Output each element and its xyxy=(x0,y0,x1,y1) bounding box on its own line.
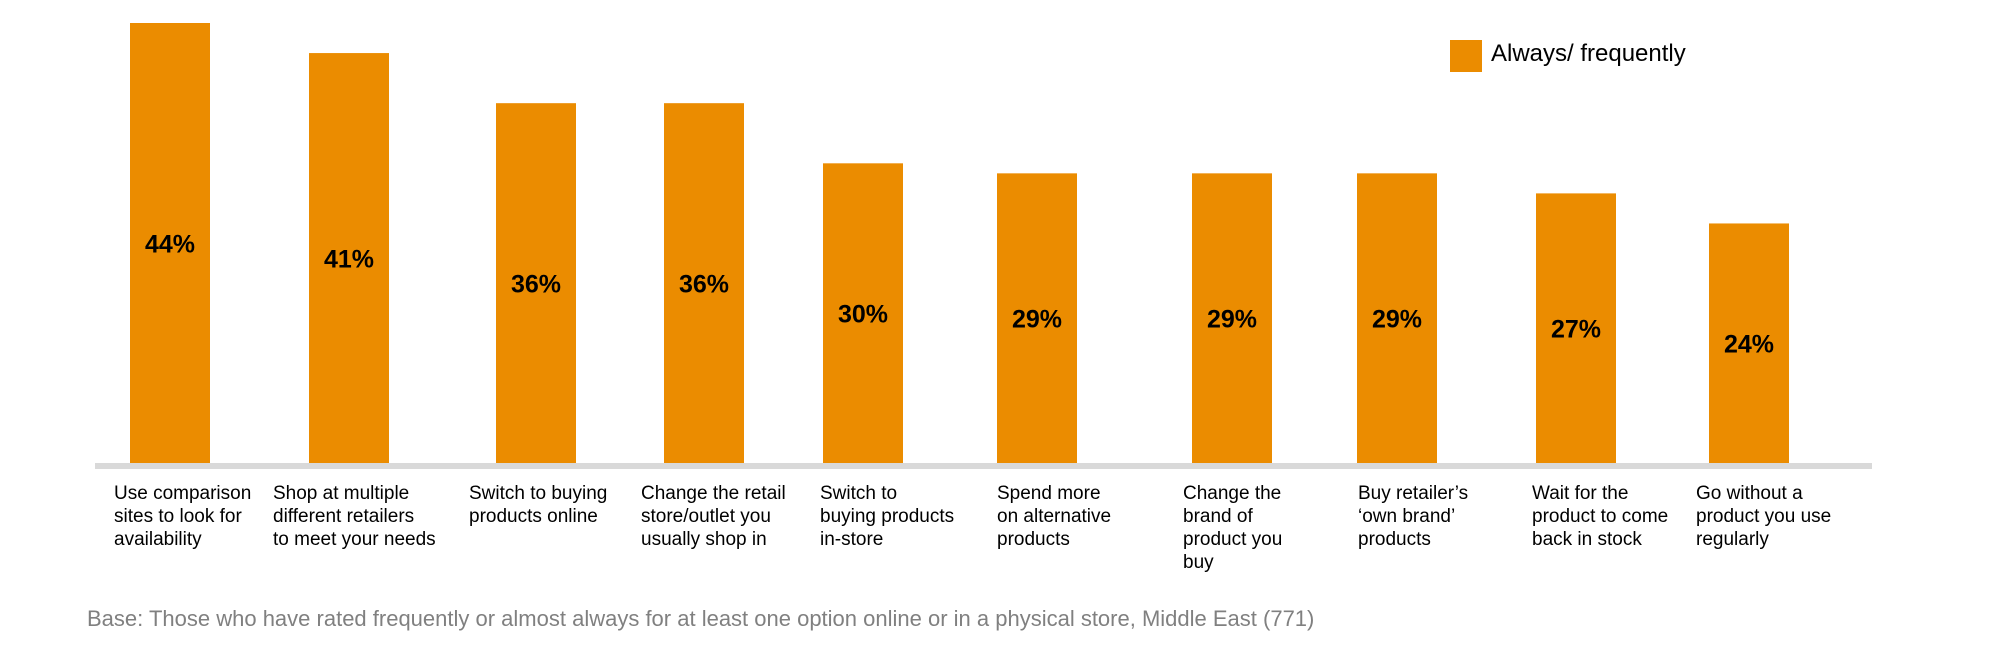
x-tick-label: Switch to buying products in-store xyxy=(820,483,955,550)
value-label: 36% xyxy=(679,271,729,299)
bar xyxy=(309,53,389,465)
bar xyxy=(496,103,576,464)
value-label: 27% xyxy=(1551,316,1601,344)
bar xyxy=(823,163,903,464)
legend-swatch xyxy=(1450,40,1482,72)
bar xyxy=(1709,223,1789,464)
bar xyxy=(1192,173,1272,464)
value-label: 30% xyxy=(838,301,888,329)
legend-label: Always/ frequently xyxy=(1491,40,1686,67)
value-label: 36% xyxy=(511,271,561,299)
bar xyxy=(1536,193,1616,465)
x-tick-label: Switch to buying products online xyxy=(469,483,608,527)
footnote: Base: Those who have rated frequently or… xyxy=(87,606,1315,631)
bar xyxy=(130,23,210,464)
value-label: 29% xyxy=(1207,306,1257,334)
x-tick-label: Go without a product you use regularly xyxy=(1696,483,1832,550)
bar xyxy=(664,103,744,464)
value-label: 24% xyxy=(1724,331,1774,359)
x-tick-label: Change the brand of product you buy xyxy=(1183,483,1283,573)
value-label: 29% xyxy=(1372,306,1422,334)
baseline xyxy=(95,463,1872,469)
bar xyxy=(997,173,1077,464)
x-tick-label: Buy retailer’s ‘own brand’ products xyxy=(1358,483,1469,550)
x-tick-label: Change the retail store/outlet you usual… xyxy=(641,483,786,550)
x-tick-label: Spend more on alternative products xyxy=(997,483,1112,550)
value-label: 41% xyxy=(324,246,374,274)
x-tick-label: Shop at multiple different retailers to … xyxy=(273,483,436,550)
value-label: 44% xyxy=(145,231,195,259)
value-label: 29% xyxy=(1012,306,1062,334)
bar xyxy=(1357,173,1437,464)
x-tick-label: Wait for the product to come back in sto… xyxy=(1532,483,1669,550)
x-tick-label: Use comparison sites to look for availab… xyxy=(114,483,252,550)
